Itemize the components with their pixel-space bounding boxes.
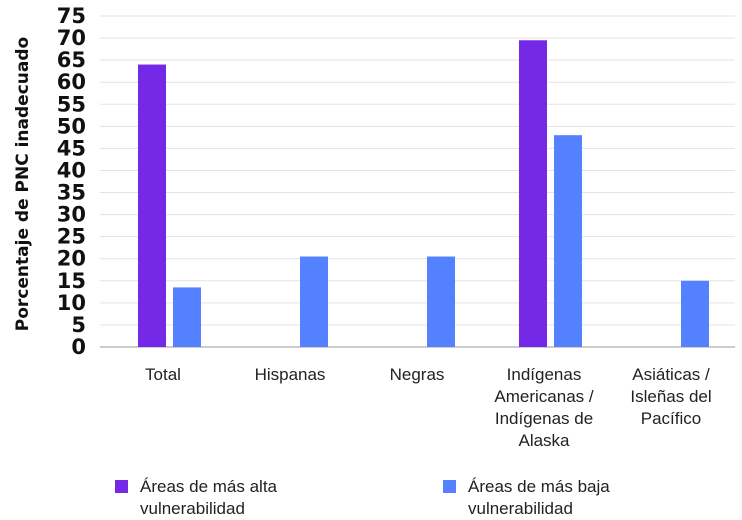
y-tick-label: 30 <box>57 203 86 227</box>
y-tick-label: 70 <box>57 26 86 50</box>
bar-low-2 <box>427 256 455 347</box>
x-axis-ticks: Total Hispanas Negras Indígenas Americanas /… <box>145 365 712 450</box>
legend-swatch-low <box>443 480 456 493</box>
x-tick-label: Negras <box>390 365 445 384</box>
y-tick-label: 35 <box>57 181 86 205</box>
bar-high-0 <box>138 64 166 348</box>
y-tick-label: 50 <box>57 114 86 138</box>
y-tick-label: 20 <box>57 247 86 271</box>
bar-high-3 <box>519 40 547 347</box>
legend-label-high: Áreas de más alta vulnerabilidad <box>140 477 278 518</box>
bar-low-4 <box>681 280 709 347</box>
x-tick-label: Hispanas <box>255 365 326 384</box>
y-tick-label: 45 <box>57 136 86 160</box>
y-tick-label: 60 <box>57 70 86 94</box>
y-tick-label: 75 <box>57 4 86 28</box>
bar-low-0 <box>173 287 201 347</box>
y-tick-label: 25 <box>57 225 86 249</box>
legend-label-low: Áreas de más baja vulnerabilidad <box>468 477 610 518</box>
legend-item-high-vulnerability: Áreas de más alta vulnerabilidad <box>115 476 277 520</box>
x-tick-label: Total <box>145 365 181 384</box>
y-tick-label: 15 <box>57 269 86 293</box>
bars <box>138 40 709 348</box>
y-tick-label: 0 <box>71 335 86 359</box>
x-tick-label: Indígenas Americanas / Indígenas de Alaska <box>494 365 593 450</box>
bar-low-3 <box>554 135 582 347</box>
y-axis-label: Porcentaje de PNC inadecuado <box>13 37 33 331</box>
y-tick-label: 55 <box>57 92 86 116</box>
gridlines <box>100 15 735 348</box>
y-tick-label: 40 <box>57 158 86 182</box>
legend-item-low-vulnerability: Áreas de más baja vulnerabilidad <box>443 476 610 520</box>
legend-swatch-high <box>115 480 128 493</box>
y-tick-label: 10 <box>57 291 86 315</box>
y-tick-label: 5 <box>71 313 86 337</box>
x-tick-label: Asiáticas / Isleñas del Pacífico <box>630 365 711 428</box>
bar-low-1 <box>300 256 328 347</box>
y-tick-label: 65 <box>57 48 86 72</box>
